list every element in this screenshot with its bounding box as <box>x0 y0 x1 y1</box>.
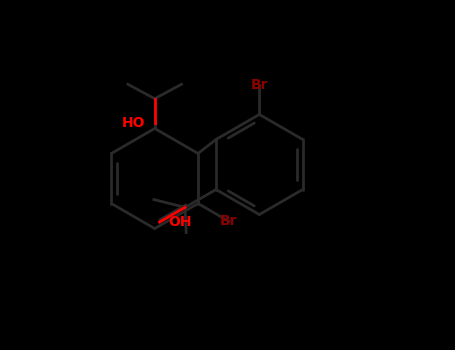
Text: Br: Br <box>220 215 238 229</box>
Text: Br: Br <box>251 78 268 92</box>
Text: OH: OH <box>169 215 192 229</box>
Text: HO: HO <box>122 116 146 130</box>
